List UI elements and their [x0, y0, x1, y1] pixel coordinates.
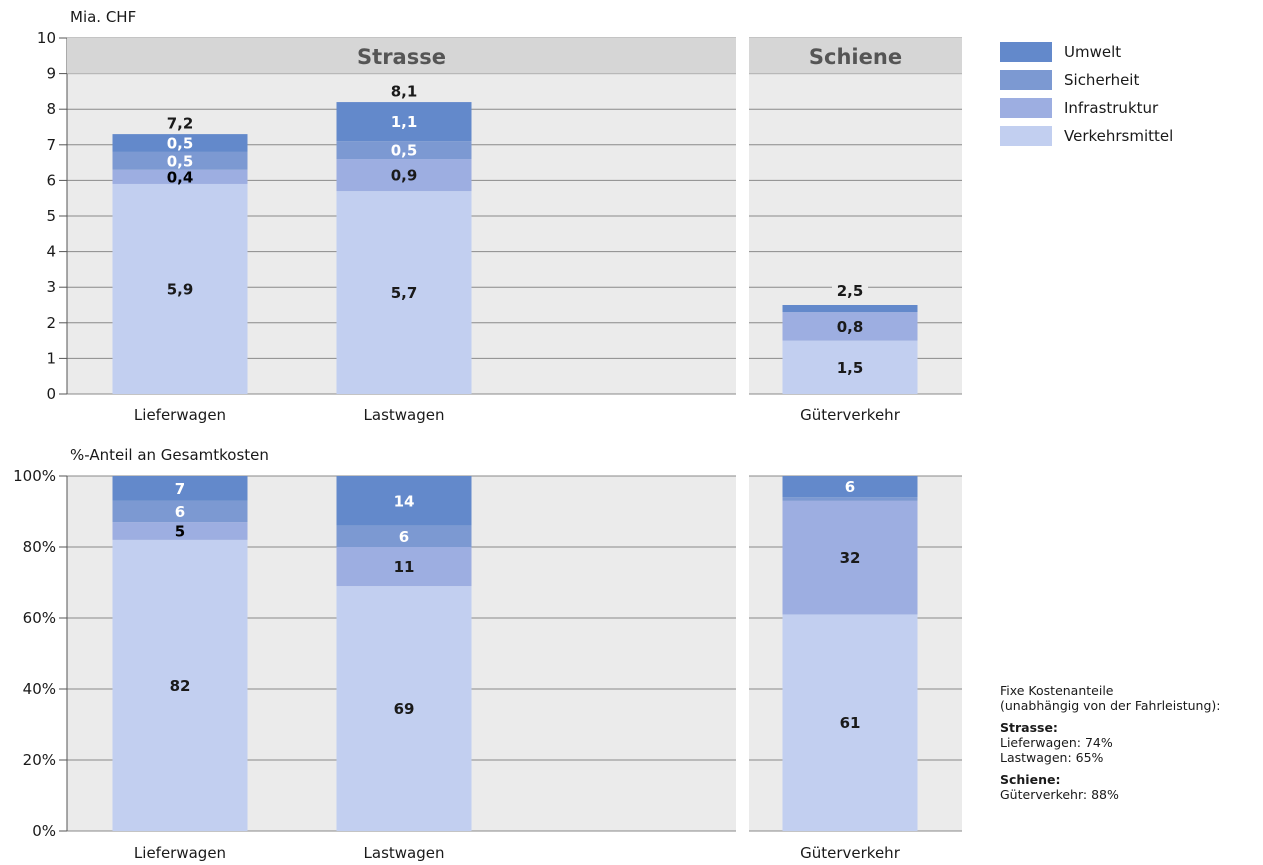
legend-item-umwelt: Umwelt — [1000, 38, 1173, 66]
chart2-y-axis-title: %-Anteil an Gesamtkosten — [70, 446, 269, 464]
chart2-y-tick-label: 60% — [23, 609, 56, 627]
chart1-bar-g-terverkehr-verkehrsmittel — [782, 340, 918, 394]
chart2-y-tick-label: 40% — [23, 680, 56, 698]
chart2-bar-lieferwagen-verkehrsmittel — [112, 539, 248, 831]
legend-item-verkehrsmittel: Verkehrsmittel — [1000, 122, 1173, 150]
notes-subheading: (unabhängig von der Fahrleistung): — [1000, 698, 1221, 713]
chart1-y-tick-label: 0 — [46, 385, 56, 403]
notes-schiene-line1: Güterverkehr: 88% — [1000, 787, 1119, 802]
chart1-bar-lastwagen-verkehrsmittel — [336, 191, 472, 394]
chart2-data-label-lieferwagen-infrastruktur: 5 — [175, 523, 185, 541]
chart1-bar-lastwagen-infrastruktur — [336, 159, 472, 192]
notes-strasse-line2: Lastwagen: 65% — [1000, 750, 1104, 765]
chart1-data-label-lastwagen-sicherheit: 0,5 — [391, 142, 418, 160]
chart2-bar-lastwagen-umwelt — [336, 476, 472, 526]
chart2-bar-lastwagen-verkehrsmittel — [336, 586, 472, 831]
chart1-panel-title-band-strasse — [67, 38, 736, 74]
chart1-data-label-lastwagen-verkehrsmittel: 5,7 — [391, 284, 418, 302]
chart2-bar-lastwagen-sicherheit — [336, 525, 472, 547]
chart1-y-tick-label: 6 — [46, 171, 56, 189]
legend-label-infrastruktur: Infrastruktur — [1064, 99, 1159, 117]
chart1-bar-g-terverkehr-umwelt — [782, 305, 918, 313]
chart2-bar-g-terverkehr-sicherheit — [782, 497, 918, 501]
chart1-category-label-lastwagen: Lastwagen — [364, 406, 445, 424]
chart1-y-tick-label: 8 — [46, 100, 56, 118]
legend-label-verkehrsmittel: Verkehrsmittel — [1064, 127, 1174, 145]
chart2-bar-lieferwagen-sicherheit — [112, 500, 248, 523]
legend-swatch-verkehrsmittel — [1000, 126, 1052, 146]
chart2-data-label-lieferwagen-umwelt: 7 — [175, 480, 185, 498]
legend-item-infrastruktur: Infrastruktur — [1000, 94, 1173, 122]
chart2-data-label-lastwagen-sicherheit: 6 — [399, 528, 409, 546]
chart-legend: Umwelt Sicherheit Infrastruktur Verkehrs… — [1000, 38, 1173, 150]
chart1-data-label-lieferwagen-umwelt: 0,5 — [167, 135, 194, 153]
chart2-y-tick-label: 0% — [32, 822, 56, 840]
chart1-y-tick-label: 10 — [37, 29, 56, 47]
legend-swatch-umwelt — [1000, 42, 1052, 62]
chart1-bar-lieferwagen-verkehrsmittel — [112, 183, 248, 394]
chart1-total-label-bg-g-terverkehr — [832, 281, 868, 301]
chart1-bar-lieferwagen-umwelt — [112, 134, 248, 152]
chart1-panel-title-band-schiene — [749, 38, 962, 74]
chart1-bar-lieferwagen-infrastruktur — [112, 169, 248, 184]
chart1-y-axis-title: Mia. CHF — [70, 8, 136, 26]
notes-strasse-label: Strasse: — [1000, 720, 1058, 735]
chart1-bar-lieferwagen-sicherheit — [112, 151, 248, 170]
chart1-y-tick-label: 2 — [46, 314, 56, 332]
notes-strasse-line1: Lieferwagen: 74% — [1000, 735, 1113, 750]
chart2-y-tick-label: 100% — [13, 467, 56, 485]
chart2-data-label-lastwagen-umwelt: 14 — [394, 492, 415, 510]
chart1-panel-title-schiene: Schiene — [809, 45, 902, 69]
chart1-y-tick-label: 7 — [46, 136, 56, 154]
notes-heading: Fixe Kostenanteile — [1000, 683, 1114, 698]
chart1-bar-lastwagen-sicherheit — [336, 141, 472, 160]
chart1-data-label-lastwagen-umwelt: 1,1 — [391, 113, 418, 131]
chart2-category-label-lastwagen: Lastwagen — [364, 844, 445, 862]
legend-label-umwelt: Umwelt — [1064, 43, 1122, 61]
chart1-category-label-g-terverkehr: Güterverkehr — [800, 406, 901, 424]
chart2-bar-lieferwagen-umwelt — [112, 476, 248, 501]
chart2-data-label-lieferwagen-sicherheit: 6 — [175, 503, 185, 521]
chart2-bar-lastwagen-infrastruktur — [336, 547, 472, 587]
chart2-category-label-lieferwagen: Lieferwagen — [134, 844, 226, 862]
chart2-data-label-lieferwagen-verkehrsmittel: 82 — [170, 677, 191, 695]
notes-schiene-label: Schiene: — [1000, 772, 1061, 787]
legend-item-sicherheit: Sicherheit — [1000, 66, 1173, 94]
chart1-y-tick-label: 5 — [46, 207, 56, 225]
chart2-category-label-g-terverkehr: Güterverkehr — [800, 844, 901, 862]
chart1-y-tick-label: 9 — [46, 65, 56, 83]
chart1-category-label-lieferwagen: Lieferwagen — [134, 406, 226, 424]
chart2-data-label-lastwagen-verkehrsmittel: 69 — [394, 700, 415, 718]
chart1-total-label-lastwagen: 8,1 — [391, 83, 418, 101]
legend-label-sicherheit: Sicherheit — [1064, 71, 1140, 89]
chart1-y-tick-label: 1 — [46, 349, 56, 367]
chart2-bar-g-terverkehr-umwelt — [782, 476, 918, 498]
chart2-y-tick-label: 80% — [23, 538, 56, 556]
chart2-data-label-g-terverkehr-umwelt: 6 — [845, 478, 855, 496]
chart1-y-tick-label: 3 — [46, 278, 56, 296]
chart1-bar-g-terverkehr-infrastruktur — [782, 312, 918, 341]
chart2-data-label-g-terverkehr-verkehrsmittel: 61 — [840, 714, 861, 732]
chart1-data-label-lieferwagen-infrastruktur: 0,4 — [167, 168, 194, 186]
chart1-data-label-lastwagen-infrastruktur: 0,9 — [391, 167, 418, 185]
chart1-y-tick-label: 4 — [46, 243, 56, 261]
chart2-bar-lieferwagen-infrastruktur — [112, 522, 248, 540]
chart2-data-label-g-terverkehr-infrastruktur: 32 — [840, 549, 861, 567]
chart1-data-label-lieferwagen-verkehrsmittel: 5,9 — [167, 280, 194, 298]
chart2-y-tick-label: 20% — [23, 751, 56, 769]
legend-swatch-infrastruktur — [1000, 98, 1052, 118]
chart1-bar-lastwagen-umwelt — [336, 102, 472, 142]
chart1-total-label-g-terverkehr: 2,5 — [837, 282, 864, 300]
chart1-total-label-lieferwagen: 7,2 — [167, 115, 194, 133]
chart2-data-label-lastwagen-infrastruktur: 11 — [394, 558, 415, 576]
fixed-cost-notes: Fixe Kostenanteile (unabhängig von der F… — [1000, 683, 1221, 802]
stacked-bar-chart: 0 1 2 3 4 5 6 7 8 9 10 Mia. CHF Strasse Schiene 5,9 0,4… — [13, 8, 962, 862]
chart2-bar-g-terverkehr-infrastruktur — [782, 500, 918, 615]
chart2-bar-g-terverkehr-verkehrsmittel — [782, 614, 918, 831]
chart1-data-label-lieferwagen-sicherheit: 0,5 — [167, 152, 194, 170]
chart1-data-label-g-terverkehr-infrastruktur: 0,8 — [837, 318, 864, 336]
chart1-data-label-g-terverkehr-verkehrsmittel: 1,5 — [837, 359, 864, 377]
legend-swatch-sicherheit — [1000, 70, 1052, 90]
chart1-panel-title-strasse: Strasse — [357, 45, 446, 69]
